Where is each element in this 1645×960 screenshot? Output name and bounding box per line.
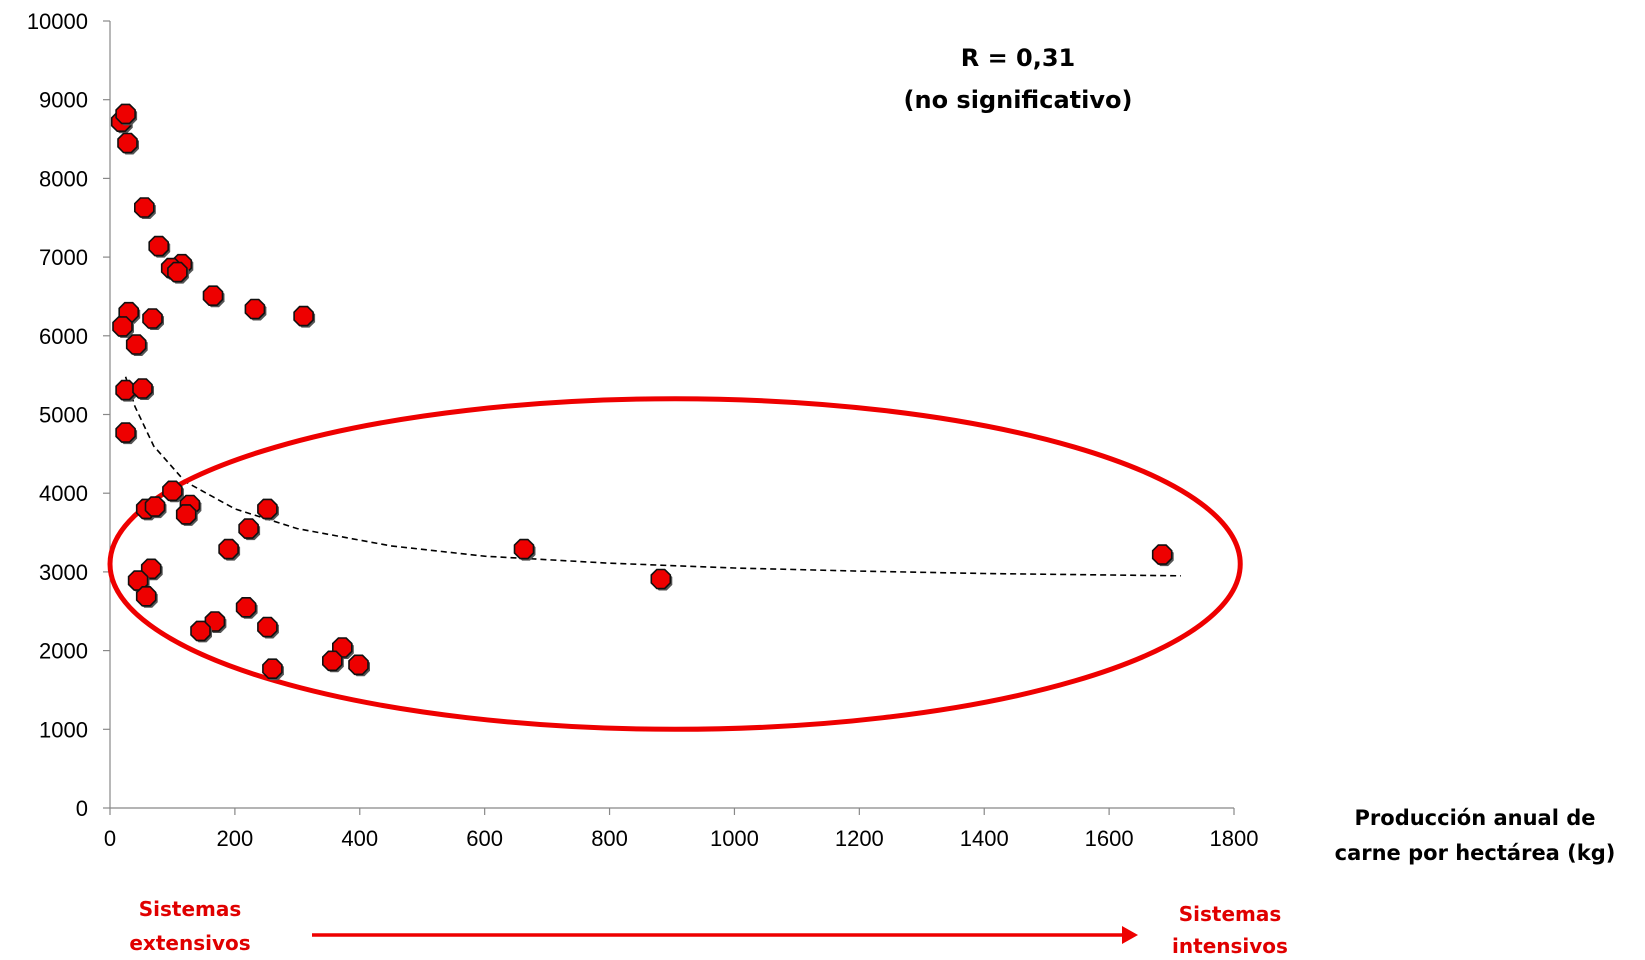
x-tick-label: 1800 (1210, 826, 1259, 851)
y-tick-label: 0 (76, 796, 88, 821)
highlight-ellipse (107, 396, 1243, 732)
x-tick-labels: 0 200 400 600 800 1000 1200 1400 1600 1800 (104, 826, 1259, 851)
y-tick-label: 5000 (39, 403, 88, 428)
data-points (110, 103, 1174, 681)
x-tick-label: 400 (341, 826, 378, 851)
x-tick-label: 1600 (1085, 826, 1134, 851)
x-tick-label: 1400 (960, 826, 1009, 851)
x-tick-label: 600 (466, 826, 503, 851)
y-tick-label: 10000 (27, 9, 88, 34)
annotation-significance: (no significativo) (904, 86, 1133, 114)
data-point (235, 596, 257, 618)
y-tick-label: 2000 (39, 639, 88, 664)
data-point (262, 658, 283, 680)
data-point (115, 103, 136, 125)
x-tick-label: 1200 (835, 826, 884, 851)
label-intensive-line2: intensivos (1172, 934, 1288, 958)
x-axis-label-line2: carne por hectárea (kg) (1335, 841, 1616, 865)
y-tick-label: 8000 (39, 166, 88, 191)
data-point (175, 504, 197, 525)
data-point (321, 650, 343, 672)
data-point (257, 498, 278, 520)
y-tick-labels: 0 1000 2000 3000 4000 5000 6000 7000 8000 9000 100… (27, 9, 88, 821)
axes (103, 20, 1235, 815)
data-point (117, 132, 138, 154)
data-point (115, 379, 136, 401)
y-tick-label: 1000 (39, 717, 88, 742)
x-tick-label: 200 (217, 826, 254, 851)
label-intensive-line1: Sistemas (1179, 902, 1282, 926)
y-tick-label: 3000 (39, 560, 88, 585)
x-axis-label-line1: Producción anual de (1355, 806, 1596, 830)
data-point (348, 654, 369, 676)
y-tick-label: 9000 (39, 88, 88, 113)
x-tick-label: 800 (591, 826, 628, 851)
y-tick-label: 6000 (39, 324, 88, 349)
data-point (132, 378, 153, 399)
data-point (238, 518, 259, 539)
direction-arrow-head (1122, 926, 1138, 944)
data-point (218, 538, 239, 560)
data-point (244, 298, 266, 320)
y-tick-label: 4000 (39, 481, 88, 506)
data-point (513, 538, 535, 560)
data-point (293, 305, 314, 327)
data-point (112, 316, 133, 337)
x-tick-label: 0 (104, 826, 116, 851)
data-point (167, 261, 188, 283)
data-point (115, 422, 136, 443)
annotation-r-value: R = 0,31 (961, 44, 1076, 72)
y-tick-label: 7000 (39, 245, 88, 270)
data-point (257, 616, 278, 638)
data-point (125, 334, 147, 355)
data-point (202, 285, 224, 307)
label-extensive-line1: Sistemas (139, 897, 242, 921)
data-point (190, 620, 211, 642)
data-point (140, 558, 162, 580)
trendline (124, 376, 1181, 577)
data-point (142, 308, 163, 329)
data-point (148, 235, 169, 257)
x-tick-label: 1000 (710, 826, 759, 851)
data-point (135, 585, 157, 607)
data-point (1151, 544, 1173, 565)
data-point (162, 480, 183, 502)
label-extensive-line2: extensivos (129, 931, 250, 955)
data-point (650, 568, 672, 590)
data-point (144, 496, 166, 517)
data-point (134, 197, 155, 218)
